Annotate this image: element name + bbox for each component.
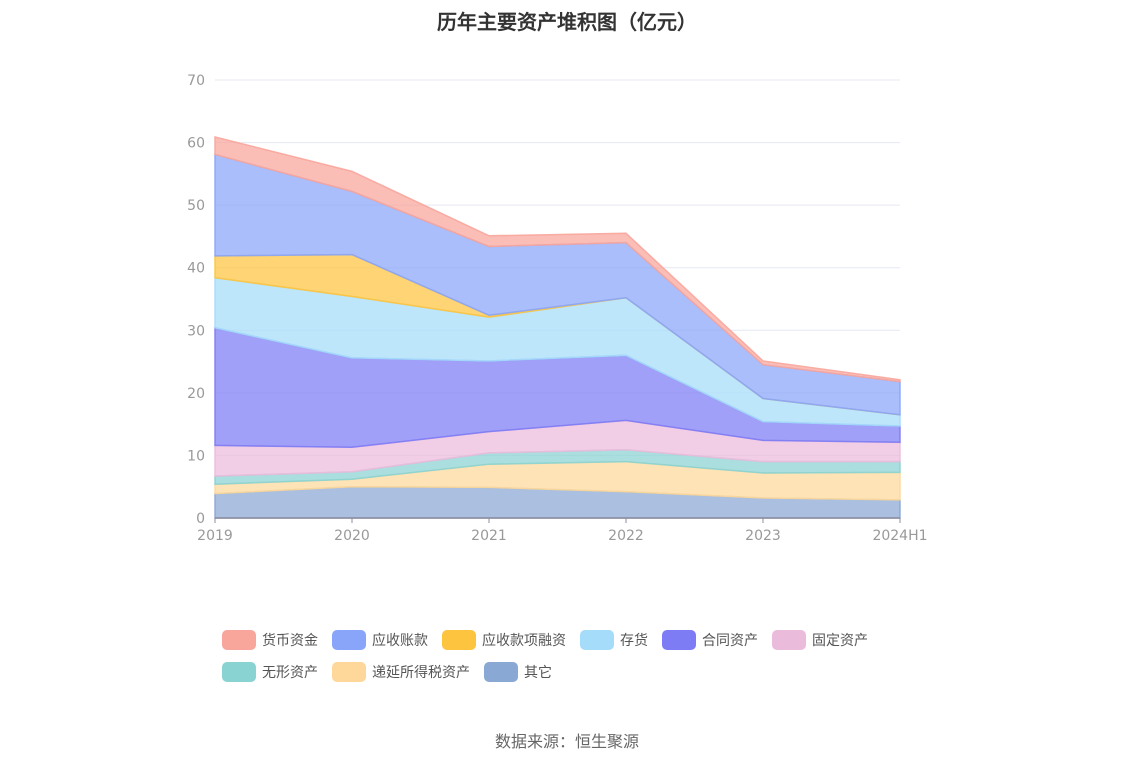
legend-item-deferred-tax-assets[interactable]: 递延所得税资产 <box>332 662 470 682</box>
area-series-货币资金[interactable] <box>214 135 901 383</box>
legend-item-cash[interactable]: 货币资金 <box>222 630 318 650</box>
y-tick-label: 70 <box>187 73 205 89</box>
data-source-note: 数据来源：恒生聚源 <box>494 732 639 751</box>
x-tick-label: 2019 <box>197 528 233 544</box>
legend-item-other[interactable]: 其它 <box>484 662 552 682</box>
chart-title: 历年主要资产堆积图（亿元） <box>437 10 697 34</box>
legend: 货币资金 应收账款 应收款项融资 存货 合同资产 固定资产 无形资产 递延所得税… <box>222 630 942 682</box>
x-tick-label: 2020 <box>334 528 370 544</box>
x-tick-label: 2023 <box>745 528 781 544</box>
legend-item-receivables-financing[interactable]: 应收款项融资 <box>442 630 566 650</box>
legend-swatch <box>580 630 614 650</box>
legend-item-fixed-assets[interactable]: 固定资产 <box>772 630 868 650</box>
y-tick-label: 20 <box>187 386 205 402</box>
y-tick-label: 50 <box>187 198 205 214</box>
legend-label: 货币资金 <box>262 633 318 649</box>
y-tick-label: 60 <box>187 136 205 152</box>
x-tick-label: 2022 <box>608 528 644 544</box>
area-series[interactable] <box>214 135 901 519</box>
x-tick-label: 2021 <box>471 528 507 544</box>
legend-label: 其它 <box>524 665 552 681</box>
x-tick-label: 2024H1 <box>872 528 927 544</box>
legend-swatch <box>484 662 518 682</box>
legend-swatch <box>772 630 806 650</box>
x-axis-labels: 2019 2020 2021 2022 2023 2024H1 <box>197 528 927 544</box>
y-tick-label: 40 <box>187 261 205 277</box>
x-axis <box>214 517 901 523</box>
legend-swatch <box>332 662 366 682</box>
legend-label: 应收款项融资 <box>482 633 566 649</box>
y-tick-label: 10 <box>187 448 205 464</box>
legend-swatch <box>662 630 696 650</box>
legend-label: 应收账款 <box>372 633 428 649</box>
legend-label: 合同资产 <box>702 633 758 649</box>
y-tick-label: 0 <box>196 511 205 527</box>
legend-label: 存货 <box>620 633 648 649</box>
legend-swatch <box>442 630 476 650</box>
legend-item-accounts-receivable[interactable]: 应收账款 <box>332 630 428 650</box>
y-axis-labels: 0 10 20 30 40 50 60 70 <box>187 73 205 527</box>
legend-swatch <box>222 662 256 682</box>
legend-label: 递延所得税资产 <box>372 665 470 681</box>
stacked-area-chart: 0 10 20 30 40 50 60 70 2019 2020 2021 2022 2023 2024… <box>187 73 927 544</box>
legend-item-intangible-assets[interactable]: 无形资产 <box>222 662 318 682</box>
legend-label: 无形资产 <box>262 665 318 681</box>
y-tick-label: 30 <box>187 323 205 339</box>
legend-item-contract-assets[interactable]: 合同资产 <box>662 630 758 650</box>
legend-swatch <box>222 630 256 650</box>
legend-swatch <box>332 630 366 650</box>
legend-item-inventory[interactable]: 存货 <box>580 630 648 650</box>
legend-label: 固定资产 <box>812 633 868 649</box>
